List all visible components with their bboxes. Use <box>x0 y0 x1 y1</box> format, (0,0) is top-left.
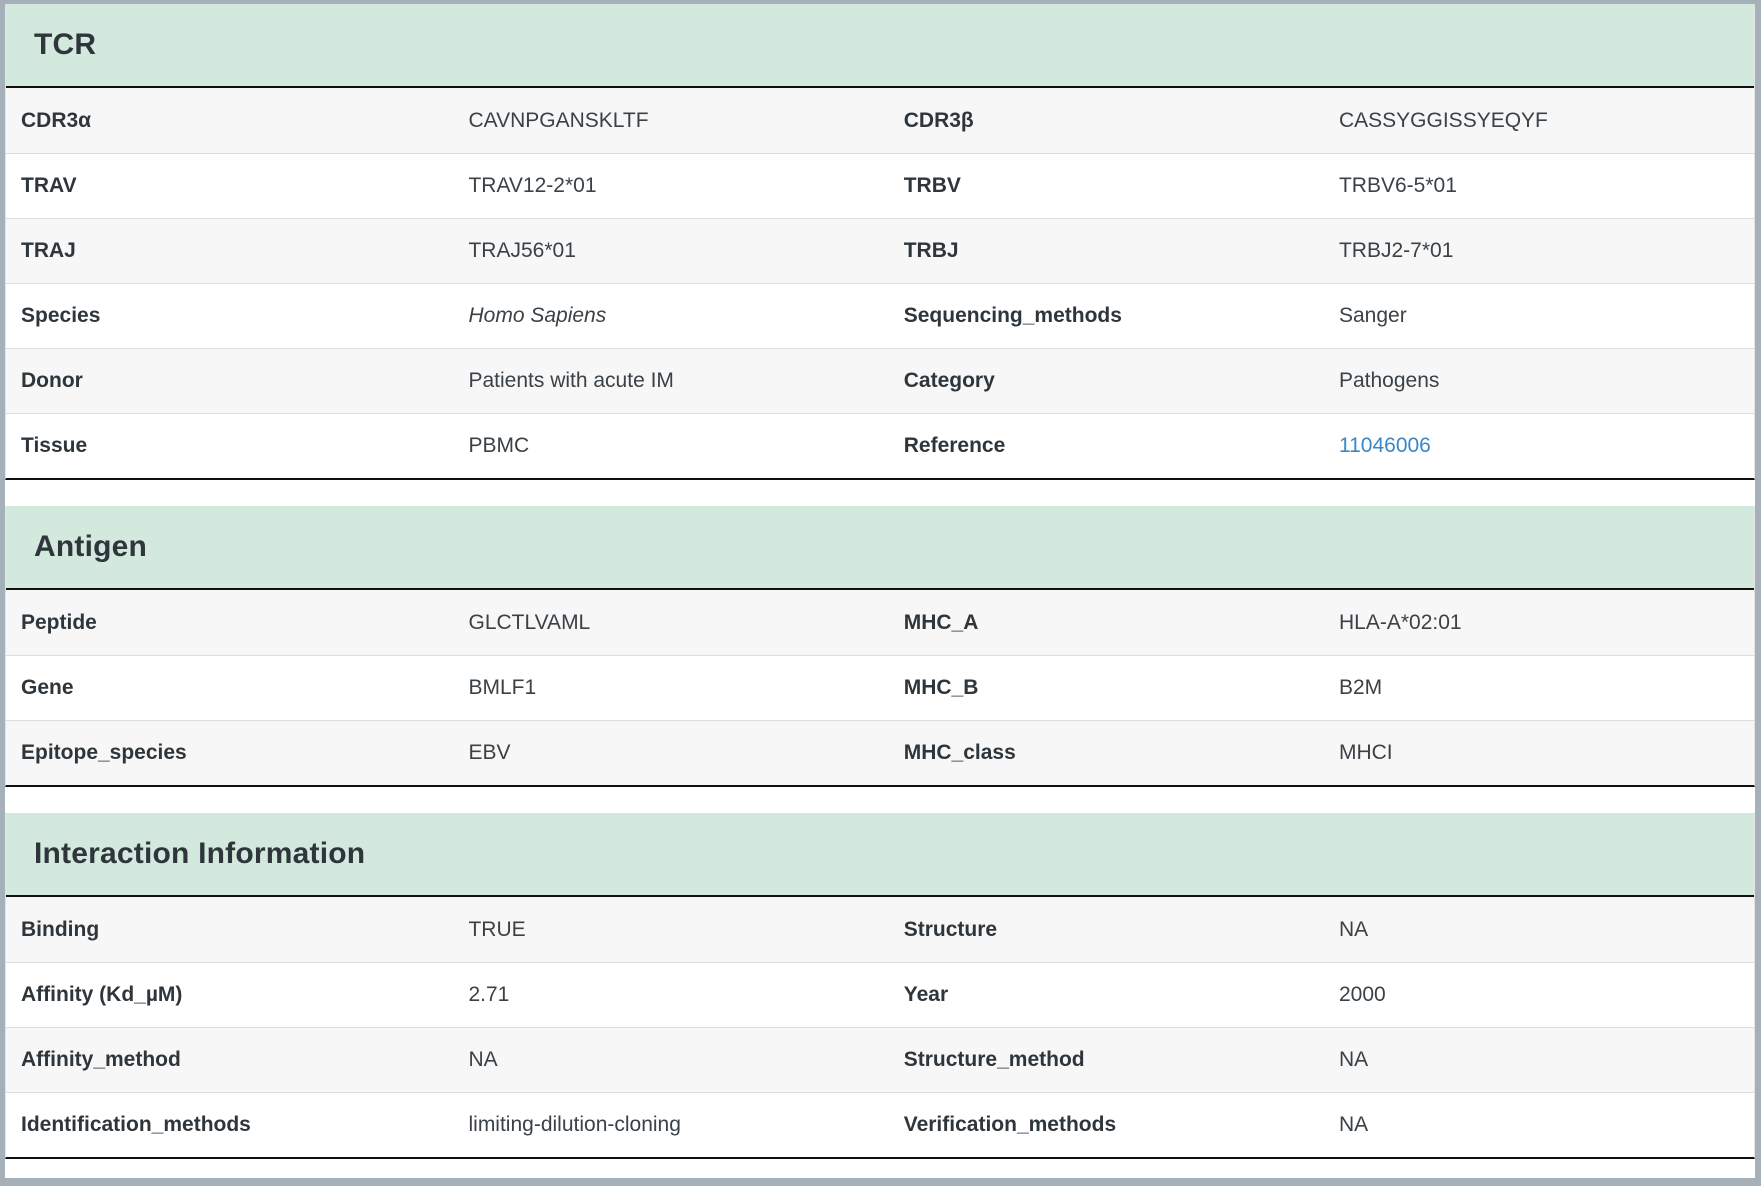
antigen-rows: Peptide GLCTLVAML MHC_A HLA-A*02:01 Gene… <box>6 590 1754 785</box>
field-value-mhc-b: B2M <box>1338 676 1383 699</box>
field-value-structure-method: NA <box>1338 1048 1369 1071</box>
field-label-traj: TRAJ <box>21 239 76 262</box>
table-row-affinitymethod-structuremethod: Affinity_method NA Structure_method NA <box>6 1027 1754 1092</box>
field-label-tissue: Tissue <box>21 434 88 457</box>
table-row-species-seq: Species Homo Sapiens Sequencing_methods … <box>6 283 1754 348</box>
table-row-tissue-reference: Tissue PBMC Reference 11046006 <box>6 413 1754 478</box>
field-label-cdr3b: CDR3β <box>903 108 974 132</box>
field-value-tissue: PBMC <box>468 434 530 457</box>
field-label-category: Category <box>903 369 995 392</box>
table-row-identification-verification: Identification_methods limiting-dilution… <box>6 1092 1754 1157</box>
interaction-section-header: Interaction Information <box>6 813 1754 897</box>
field-label-trav: TRAV <box>21 174 77 197</box>
field-value-mhc-class: MHCI <box>1338 741 1393 764</box>
field-value-traj: TRAJ56*01 <box>468 239 576 262</box>
field-value-peptide: GLCTLVAML <box>468 610 591 634</box>
field-value-binding: TRUE <box>468 917 526 941</box>
antigen-section-title: Antigen <box>34 530 148 563</box>
table-row-trav-trbv: TRAV TRAV12-2*01 TRBV TRBV6-5*01 <box>6 153 1754 218</box>
interaction-rows: Binding TRUE Structure NA Affinity (Kd_µ… <box>6 897 1754 1157</box>
field-label-cdr3a: CDR3α <box>21 108 92 132</box>
table-row-donor-category: Donor Patients with acute IM Category Pa… <box>6 348 1754 413</box>
field-value-species: Homo Sapiens <box>468 304 607 327</box>
field-value-verification-methods: NA <box>1338 1113 1369 1136</box>
reference-link[interactable]: 11046006 <box>1338 434 1431 457</box>
field-value-structure: NA <box>1338 917 1369 941</box>
tcr-section-title: TCR <box>34 28 97 61</box>
field-value-trbv: TRBV6-5*01 <box>1338 174 1457 197</box>
field-label-affinity-method: Affinity_method <box>21 1048 181 1071</box>
field-label-trbv: TRBV <box>903 174 961 197</box>
field-label-reference: Reference <box>903 434 1006 457</box>
table-row-epitope-mhcclass: Epitope_species EBV MHC_class MHCI <box>6 720 1754 785</box>
field-value-epitope-species: EBV <box>468 741 511 764</box>
table-row-cdr3: CDR3α CAVNPGANSKLTF CDR3β CASSYGGISSYEQY… <box>6 88 1754 153</box>
field-value-trbj: TRBJ2-7*01 <box>1338 239 1454 262</box>
field-value-reference: 11046006 <box>1324 434 1754 458</box>
field-label-year: Year <box>903 983 949 1006</box>
field-label-identification-methods: Identification_methods <box>21 1113 251 1136</box>
field-value-affinity-kd: 2.71 <box>468 983 510 1006</box>
field-label-mhc-a: MHC_A <box>903 610 979 634</box>
field-label-affinity-kd: Affinity (Kd_µM) <box>21 983 183 1006</box>
field-label-mhc-class: MHC_class <box>903 741 1016 764</box>
tcr-section-header: TCR <box>6 4 1754 88</box>
field-value-affinity-method: NA <box>468 1048 498 1071</box>
antigen-section-header: Antigen <box>6 506 1754 590</box>
table-row-gene-mhcb: Gene BMLF1 MHC_B B2M <box>6 655 1754 720</box>
field-label-sequencing-methods: Sequencing_methods <box>903 304 1122 327</box>
table-row-binding-structure: Binding TRUE Structure NA <box>6 897 1754 962</box>
field-label-peptide: Peptide <box>21 610 97 634</box>
field-value-trav: TRAV12-2*01 <box>468 174 597 197</box>
field-value-cdr3b: CASSYGGISSYEQYF <box>1338 108 1548 132</box>
field-label-epitope-species: Epitope_species <box>21 741 187 764</box>
field-value-year: 2000 <box>1338 983 1386 1006</box>
field-value-gene: BMLF1 <box>468 676 537 699</box>
field-label-verification-methods: Verification_methods <box>903 1113 1117 1136</box>
interaction-section: Interaction Information Binding TRUE Str… <box>5 813 1755 1159</box>
field-label-donor: Donor <box>21 369 83 392</box>
field-label-mhc-b: MHC_B <box>903 676 979 699</box>
tcr-section: TCR CDR3α CAVNPGANSKLTF CDR3β CASSYGGISS… <box>5 4 1755 480</box>
field-label-species: Species <box>21 304 101 327</box>
field-value-donor: Patients with acute IM <box>468 369 674 392</box>
table-row-affinity-year: Affinity (Kd_µM) 2.71 Year 2000 <box>6 962 1754 1027</box>
field-value-sequencing-methods: Sanger <box>1338 304 1407 327</box>
field-label-trbj: TRBJ <box>903 239 959 262</box>
field-value-cdr3a: CAVNPGANSKLTF <box>468 108 649 132</box>
field-label-gene: Gene <box>21 676 74 699</box>
field-value-identification-methods: limiting-dilution-cloning <box>468 1113 681 1136</box>
field-value-mhc-a: HLA-A*02:01 <box>1338 610 1462 634</box>
table-row-peptide-mhca: Peptide GLCTLVAML MHC_A HLA-A*02:01 <box>6 590 1754 655</box>
field-label-structure: Structure <box>903 917 998 941</box>
antigen-section: Antigen Peptide GLCTLVAML MHC_A HLA-A*02… <box>5 506 1755 787</box>
table-row-traj-trbj: TRAJ TRAJ56*01 TRBJ TRBJ2-7*01 <box>6 218 1754 283</box>
field-label-structure-method: Structure_method <box>903 1048 1085 1071</box>
field-value-category: Pathogens <box>1338 369 1440 392</box>
tcr-rows: CDR3α CAVNPGANSKLTF CDR3β CASSYGGISSYEQY… <box>6 88 1754 478</box>
interaction-section-title: Interaction Information <box>34 837 366 870</box>
field-label-binding: Binding <box>21 917 100 941</box>
